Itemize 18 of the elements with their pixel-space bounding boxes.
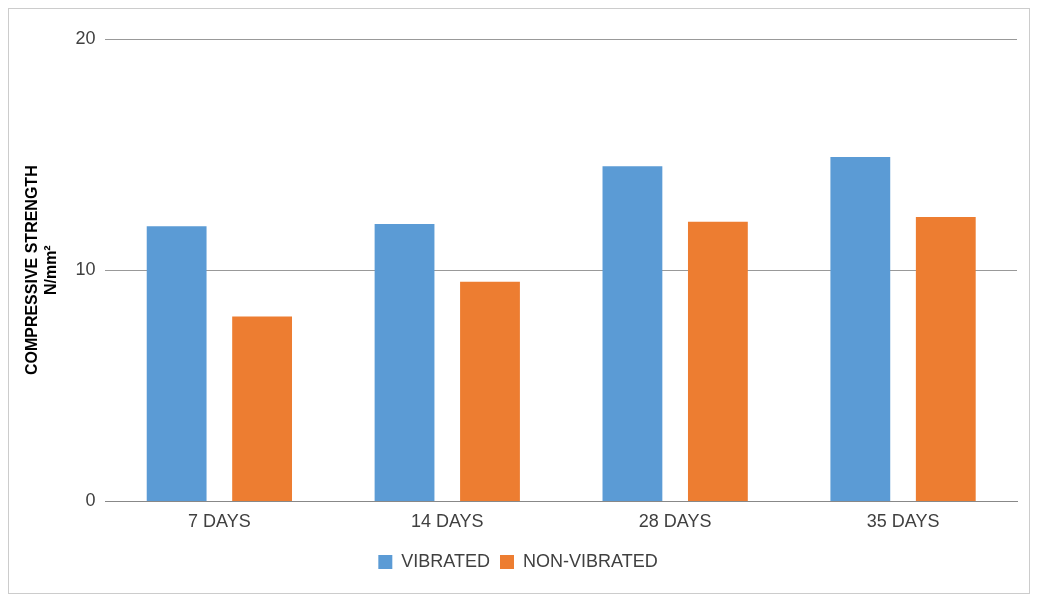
bar [232,316,293,501]
bar [602,166,663,501]
bar [830,156,891,501]
x-tick-label: 35 DAYS [866,511,940,532]
x-tick-label: 28 DAYS [638,511,712,532]
y-tick-label: 0 [85,490,96,511]
legend-label: VIBRATED [401,550,491,571]
x-tick-label: 14 DAYS [410,511,484,532]
bar [687,221,748,501]
bar [146,226,207,501]
y-axis-title: COMPRESSIVE STRENGTH N/mm² [23,165,60,376]
legend-label: NON-VIBRATED [523,550,658,571]
y-tick-label: 10 [75,259,96,280]
bar [915,217,976,501]
bar [460,281,520,501]
y-tick-label: 20 [75,27,96,48]
bar [374,223,435,501]
x-tick-label: 7 DAYS [188,511,251,532]
